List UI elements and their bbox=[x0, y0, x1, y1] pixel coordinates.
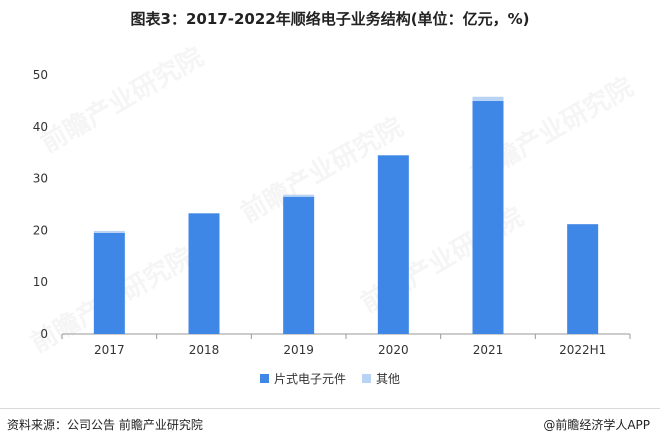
legend-label-series1: 片式电子元件 bbox=[273, 372, 346, 386]
x-tick-label: 2020 bbox=[378, 343, 409, 357]
legend-item-series2: 其他 bbox=[362, 370, 400, 387]
legend-label-series2: 其他 bbox=[376, 372, 401, 386]
bar-series1 bbox=[377, 155, 409, 334]
legend-swatch-series2 bbox=[362, 374, 371, 383]
y-tick-label: 20 bbox=[33, 223, 48, 237]
legend-item-series1: 片式电子元件 bbox=[259, 370, 346, 387]
bar-series1 bbox=[93, 232, 125, 334]
x-tick-label: 2021 bbox=[473, 343, 504, 357]
legend: 片式电子元件 其他 bbox=[0, 370, 660, 387]
footer-divider bbox=[0, 408, 660, 409]
y-tick-label: 50 bbox=[33, 68, 48, 82]
bar-series1 bbox=[188, 213, 220, 334]
legend-swatch-series1 bbox=[259, 374, 269, 383]
bar-series2 bbox=[283, 194, 315, 197]
source-note: 资料来源：公司公告 前瞻产业研究院 bbox=[7, 418, 203, 432]
x-tick-label: 2018 bbox=[189, 343, 220, 357]
y-tick-label: 10 bbox=[33, 275, 48, 289]
bar-series2 bbox=[472, 96, 504, 101]
brand-credit: @前瞻经济学人APP bbox=[543, 418, 650, 432]
x-tick-label: 2022H1 bbox=[559, 343, 606, 357]
bar-series1 bbox=[283, 196, 315, 334]
bar-chart: 0 10 20 30 40 50 2017 2018 2019 2020 2021 2022H1 bbox=[33, 68, 631, 357]
y-tick-label: 0 bbox=[40, 327, 48, 341]
y-tick-label: 30 bbox=[33, 172, 48, 186]
chart-title: 图表3：2017-2022年顺络电子业务结构(单位：亿元，%) bbox=[130, 10, 530, 28]
bar-series1 bbox=[472, 100, 504, 335]
y-tick-label: 40 bbox=[33, 120, 48, 134]
x-tick-label: 2019 bbox=[283, 343, 314, 357]
bar-series1 bbox=[567, 224, 599, 334]
x-tick-label: 2017 bbox=[94, 343, 125, 357]
bar-series2 bbox=[93, 230, 125, 233]
